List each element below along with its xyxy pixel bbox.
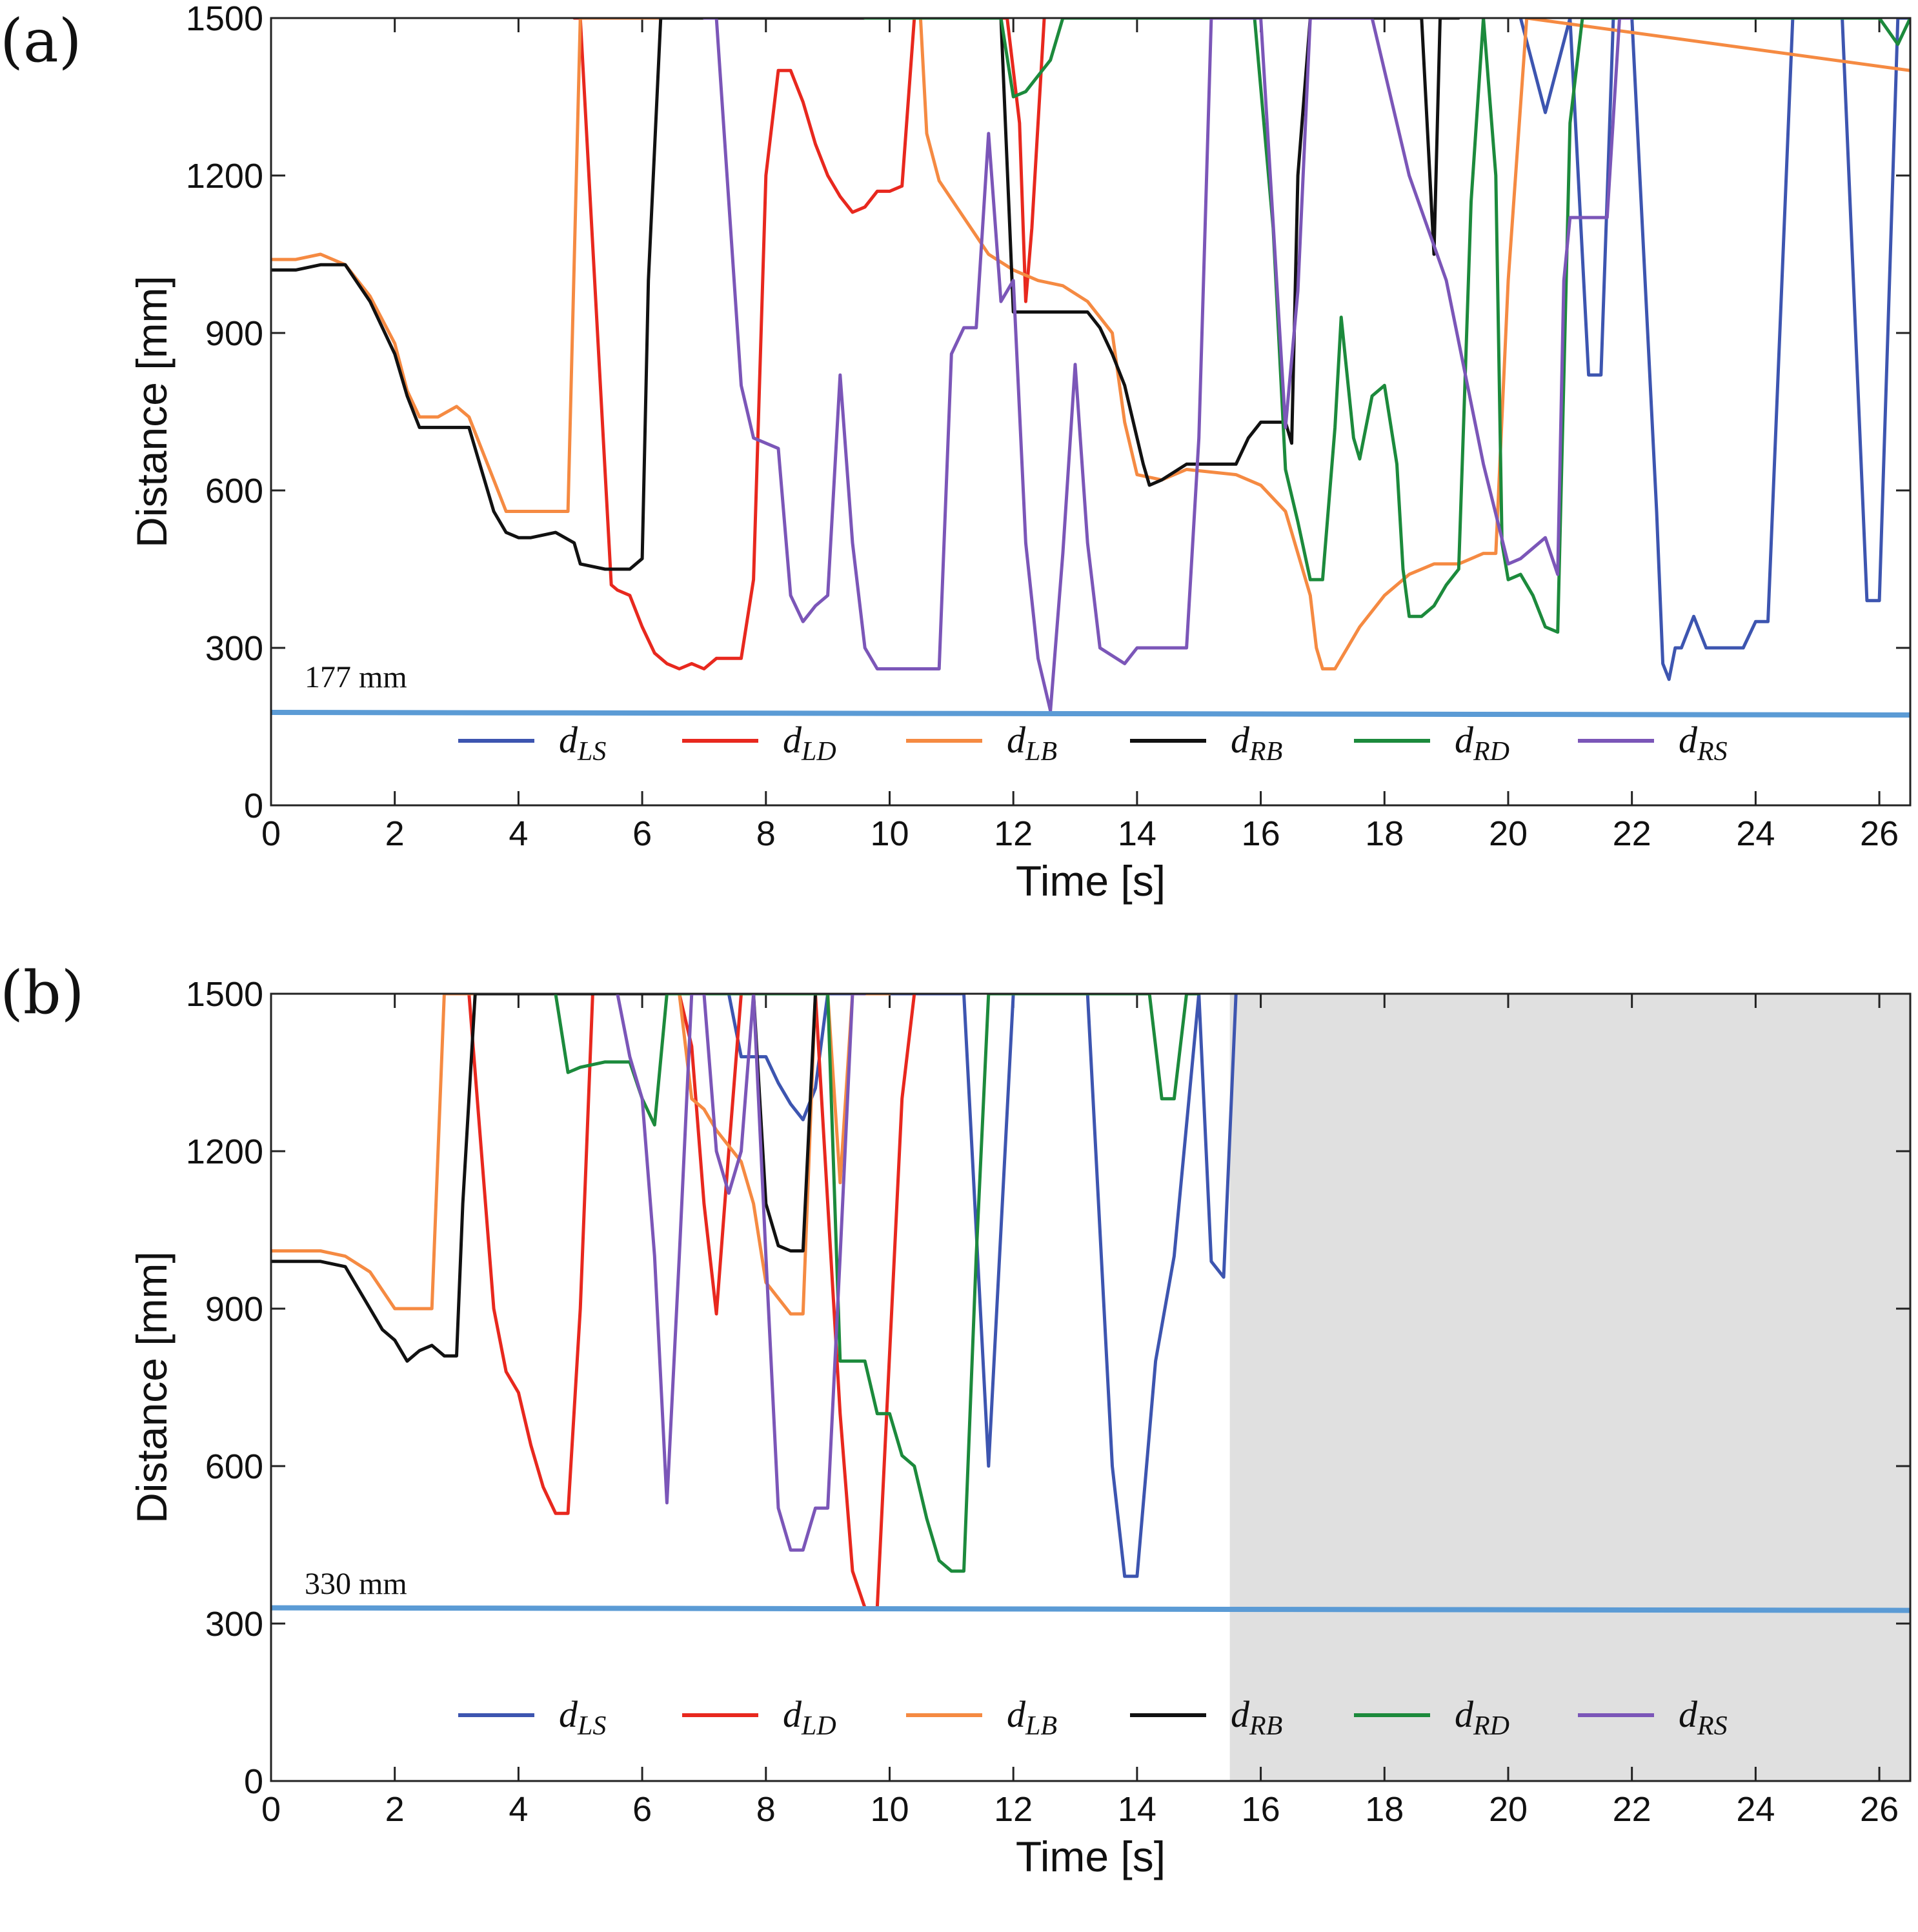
- x-tick-label: 4: [509, 1790, 528, 1829]
- y-tick-label: 1500: [186, 975, 263, 1014]
- x-tick-label: 6: [632, 1790, 652, 1829]
- legend: dLS dLD dLB dRB dRD dRS: [458, 1693, 1728, 1741]
- x-tick-label: 4: [509, 814, 528, 853]
- y-tick-label: 0: [244, 787, 263, 825]
- x-tick-label: 20: [1489, 814, 1528, 853]
- plot-frame: [270, 992, 1912, 1782]
- series-line-d-lb: [271, 18, 1910, 670]
- y-tick-label: 600: [205, 472, 263, 510]
- legend-label: dLS: [559, 1693, 606, 1741]
- x-axis-title: Time [s]: [1016, 1833, 1166, 1880]
- y-tick-label: 300: [205, 629, 263, 668]
- series-line-d-rd: [863, 18, 1910, 634]
- x-tick-label: 8: [756, 1790, 776, 1829]
- legend-label: dRD: [1455, 1693, 1509, 1741]
- x-tick-label: 6: [632, 814, 652, 853]
- panel-label: (a): [0, 6, 82, 75]
- legend-label: dLS: [559, 719, 606, 767]
- x-tick-label: 0: [261, 1790, 281, 1829]
- y-axis-title: Distance [mm]: [128, 276, 176, 548]
- legend-label: dRB: [1231, 719, 1282, 767]
- legend-item: dRB: [1130, 719, 1282, 767]
- x-tick-label: 14: [1118, 814, 1156, 853]
- series-line-d-rb: [271, 18, 1460, 571]
- x-tick-label: 2: [385, 1790, 405, 1829]
- y-axis-title: Distance [mm]: [128, 1251, 176, 1524]
- legend-item: dLS: [458, 1693, 606, 1741]
- legend-item: dRS: [1578, 719, 1728, 767]
- x-tick-label: 0: [261, 814, 281, 853]
- legend-item: dRD: [1354, 1693, 1509, 1741]
- shaded-region: [1229, 994, 1910, 1781]
- legend-item: dLD: [682, 719, 836, 767]
- series-line-d-ls: [727, 994, 1238, 1578]
- y-tick-label: 900: [205, 314, 263, 353]
- y-tick-label: 1200: [186, 157, 263, 196]
- reference-line: [270, 1605, 1911, 1613]
- x-tick-label: 16: [1242, 814, 1280, 853]
- series-line-d-rs: [702, 18, 1634, 713]
- x-tick-label: 14: [1118, 1790, 1156, 1829]
- x-tick-label: 12: [994, 1790, 1033, 1829]
- y-tick-label: 1500: [186, 0, 263, 38]
- x-tick-label: 24: [1736, 814, 1775, 853]
- series-line-d-lb: [271, 994, 891, 1316]
- y-tick-label: 600: [205, 1447, 263, 1486]
- x-tick-label: 18: [1365, 1790, 1404, 1829]
- x-tick-label: 8: [756, 814, 776, 853]
- reference-line: [270, 710, 1911, 718]
- reference-line-label: 177 mm: [305, 660, 407, 694]
- x-tick-label: 10: [870, 1790, 909, 1829]
- legend-item: dLD: [682, 1693, 836, 1741]
- legend-item: dLS: [458, 719, 606, 767]
- legend-item: dLB: [906, 1693, 1057, 1741]
- series-line-d-rs: [616, 994, 867, 1552]
- x-tick-label: 12: [994, 814, 1033, 853]
- reference-line-label: 330 mm: [305, 1567, 407, 1601]
- legend-label: dLB: [1007, 719, 1057, 767]
- x-tick-label: 10: [870, 814, 909, 853]
- x-tick-label: 2: [385, 814, 405, 853]
- x-tick-label: 26: [1860, 814, 1899, 853]
- legend-label: dLD: [783, 719, 836, 767]
- legend-label: dRD: [1455, 719, 1509, 767]
- legend: dLS dLD dLB dRB dRD dRS: [458, 719, 1728, 767]
- legend-label: dLD: [783, 1693, 836, 1741]
- y-tick-label: 300: [205, 1605, 263, 1644]
- legend-item: dLB: [906, 719, 1057, 767]
- x-tick-label: 22: [1613, 1790, 1651, 1829]
- legend-label: dRS: [1679, 719, 1728, 767]
- legend-item: dRS: [1578, 1693, 1728, 1741]
- x-tick-label: 26: [1860, 1790, 1899, 1829]
- panel-label: (b): [0, 958, 85, 1027]
- series-line-d-rb: [271, 994, 830, 1363]
- x-axis-title: Time [s]: [1016, 857, 1166, 905]
- x-tick-label: 16: [1242, 1790, 1280, 1829]
- chart-panel-a: (a)0 2 4 6 8 10 12 14 16 18 20 22 24 2603006009001200…: [0, 0, 1912, 905]
- legend-item: dRB: [1130, 1693, 1282, 1741]
- x-tick-label: 24: [1736, 1790, 1775, 1829]
- chart-panel-b: (b)0 2 4 6 8 10 12 14 16 18 20 22 24 2603006009001200…: [0, 958, 1912, 1880]
- y-tick-label: 900: [205, 1290, 263, 1329]
- plot-frame: [270, 17, 1912, 807]
- x-tick-label: 22: [1613, 814, 1651, 853]
- series-line-d-ld: [572, 18, 1046, 670]
- series-line-d-ls: [1519, 18, 1910, 681]
- series-line-d-ld: [455, 994, 916, 1610]
- legend-item: dRD: [1354, 719, 1509, 767]
- legend-label: dLB: [1007, 1693, 1057, 1741]
- y-tick-label: 0: [244, 1762, 263, 1801]
- legend-label: dRB: [1231, 1693, 1282, 1741]
- x-tick-label: 20: [1489, 1790, 1528, 1829]
- y-tick-label: 1200: [186, 1132, 263, 1171]
- legend-label: dRS: [1679, 1693, 1728, 1741]
- series-lines: [271, 994, 1238, 1610]
- series-lines: [271, 18, 1910, 713]
- x-tick-label: 18: [1365, 814, 1404, 853]
